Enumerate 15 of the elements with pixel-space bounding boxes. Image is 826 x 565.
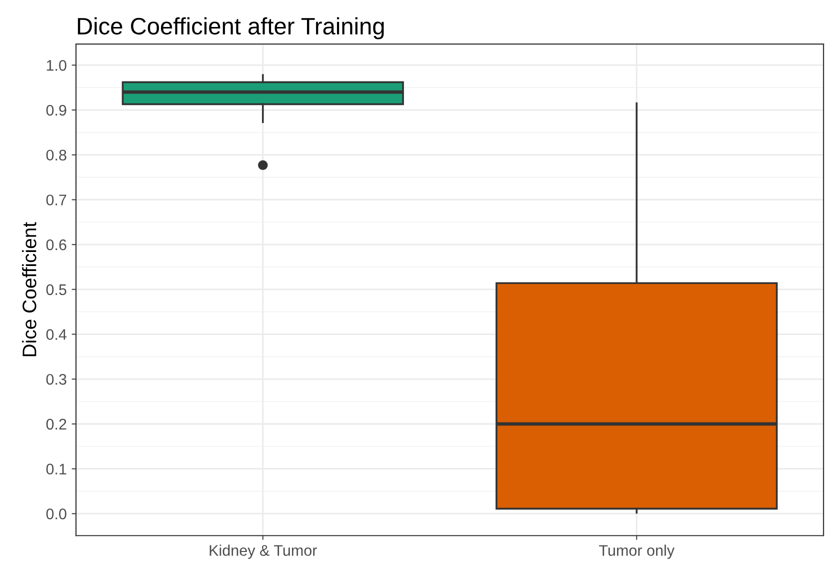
- y-tick-label: 0.9: [46, 104, 66, 116]
- y-tick-label: 0.2: [46, 418, 66, 430]
- y-tick-label: 0.5: [46, 284, 66, 296]
- y-tick-label: 0.3: [46, 374, 66, 385]
- y-tick-label: 0.8: [46, 150, 66, 161]
- y-tick-label: 0.0: [46, 508, 66, 520]
- chart-title: Dice Coefficient after Training: [78, 17, 384, 40]
- y-tick-label: 0.1: [46, 464, 66, 474]
- y-tick-label: 0.4: [46, 329, 67, 340]
- y-tick-label: 0.7: [46, 194, 66, 206]
- y-tick-label: 1.0: [46, 60, 66, 71]
- y-axis-title: Dice Coefficient: [22, 222, 36, 356]
- y-tick-label: 0.6: [46, 239, 66, 250]
- x-tick-label: Tumor only: [599, 544, 675, 559]
- x-tick-label: Kidney & Tumor: [210, 544, 317, 559]
